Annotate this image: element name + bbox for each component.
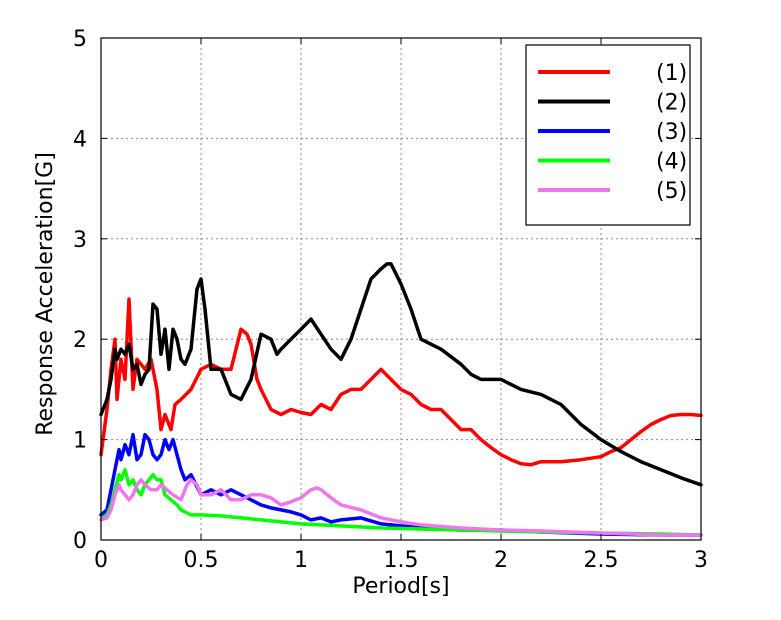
series-line-2 xyxy=(99,262,703,487)
x-tick-label: 2 xyxy=(494,548,508,573)
x-tick-label: 1.5 xyxy=(384,548,419,573)
x-tick-label: 0.5 xyxy=(184,548,219,573)
x-tick-label: 3 xyxy=(694,548,708,573)
x-tick-label: 2.5 xyxy=(584,548,619,573)
series-lines xyxy=(99,262,703,537)
legend-label-3: (3) xyxy=(656,120,687,145)
y-tick-label: 4 xyxy=(73,127,87,152)
y-tick-label: 1 xyxy=(73,429,87,454)
legend-label-2: (2) xyxy=(656,91,687,116)
series-line-4 xyxy=(99,467,703,537)
x-tick-label: 1 xyxy=(294,548,308,573)
legend-label-5: (5) xyxy=(656,179,687,204)
y-tick-label: 0 xyxy=(73,529,87,554)
y-axis-label: Response Acceleration[G] xyxy=(33,152,58,436)
y-tick-label: 3 xyxy=(73,228,87,253)
series-line-5 xyxy=(99,478,703,537)
legend-label-4: (4) xyxy=(656,150,687,175)
x-tick-label: 0 xyxy=(94,548,108,573)
y-tick-label: 5 xyxy=(73,27,87,52)
legend-box xyxy=(525,44,691,226)
x-axis-label: Period[s] xyxy=(352,574,449,599)
legend: (1) (2) (3) (4) (5) xyxy=(525,44,691,226)
axis-ticks: 0 0.5 1 1.5 2 2.5 3 0 1 2 3 4 5 xyxy=(73,27,708,573)
legend-label-1: (1) xyxy=(656,61,687,86)
y-tick-label: 2 xyxy=(73,328,87,353)
series-line-3 xyxy=(99,432,703,537)
